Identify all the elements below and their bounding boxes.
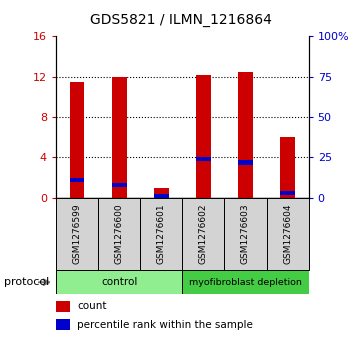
- Bar: [112, 77, 126, 198]
- Text: count: count: [77, 301, 107, 311]
- Bar: [280, 137, 295, 198]
- Bar: [98, 198, 140, 270]
- Text: protocol: protocol: [4, 277, 49, 287]
- Text: GDS5821 / ILMN_1216864: GDS5821 / ILMN_1216864: [90, 13, 271, 27]
- Bar: [238, 160, 253, 164]
- Bar: [56, 319, 70, 330]
- Bar: [225, 198, 266, 270]
- Bar: [196, 158, 211, 162]
- Bar: [70, 178, 84, 182]
- Bar: [238, 72, 253, 198]
- Text: percentile rank within the sample: percentile rank within the sample: [77, 319, 253, 330]
- Bar: [182, 198, 225, 270]
- Text: GSM1276601: GSM1276601: [157, 204, 166, 265]
- Text: GSM1276604: GSM1276604: [283, 204, 292, 264]
- Bar: [112, 183, 126, 187]
- Bar: [182, 270, 309, 294]
- Bar: [266, 198, 309, 270]
- Text: myofibroblast depletion: myofibroblast depletion: [189, 278, 302, 287]
- Bar: [140, 198, 182, 270]
- Text: GSM1276602: GSM1276602: [199, 204, 208, 264]
- Bar: [280, 191, 295, 195]
- Bar: [56, 301, 70, 312]
- Text: control: control: [101, 277, 137, 287]
- Bar: [196, 75, 211, 198]
- Bar: [154, 194, 169, 198]
- Text: GSM1276603: GSM1276603: [241, 204, 250, 265]
- Bar: [154, 188, 169, 198]
- Text: GSM1276600: GSM1276600: [115, 204, 123, 265]
- Bar: [70, 82, 84, 198]
- Bar: [56, 198, 98, 270]
- Text: GSM1276599: GSM1276599: [73, 204, 82, 265]
- Bar: [56, 270, 182, 294]
